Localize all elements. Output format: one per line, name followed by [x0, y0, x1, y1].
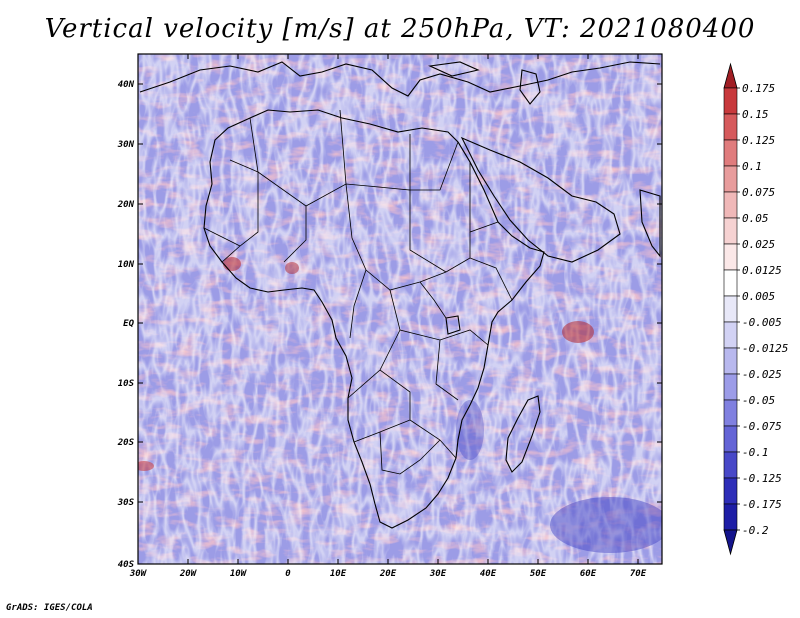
- colorbar-label: -0.005: [742, 316, 782, 329]
- colorbar-box: [723, 243, 738, 271]
- lon-label: 30W: [129, 569, 148, 579]
- lon-label: 40E: [480, 569, 497, 579]
- colorbar-box: [723, 347, 738, 375]
- colorbar-box: [723, 217, 738, 245]
- colorbar-box: [723, 139, 738, 167]
- colorbar-box: [723, 87, 738, 115]
- colorbar-label: -0.1: [742, 446, 769, 459]
- colorbar-box: [723, 269, 738, 297]
- lat-label: 20S: [117, 438, 135, 448]
- colorbar-label: 0.025: [742, 238, 775, 251]
- colorbar-label: -0.125: [742, 472, 782, 485]
- lon-label: 30E: [429, 569, 447, 579]
- lon-label: 0: [285, 569, 291, 579]
- grads-credit: GrADS: IGES/COLA: [6, 603, 93, 613]
- colorbar-box: [723, 321, 738, 349]
- colorbar-top-arrow: [723, 62, 738, 89]
- lon-label: 50E: [530, 569, 547, 579]
- colorbar-box: [723, 295, 738, 323]
- colorbar-label: 0.005: [742, 290, 775, 303]
- lat-label: 10S: [118, 379, 135, 389]
- colorbar: 0.175 0.15 0.125 0.1 0.075 0.05 0.025 0.0125 0.0…: [723, 62, 788, 556]
- colorbar-box: [723, 425, 738, 453]
- colorbar-label: -0.05: [742, 394, 775, 407]
- colorbar-label: 0.0125: [742, 264, 782, 277]
- latitude-axis: 40N 30N 20N 10N EQ 10S 20S 30S 40S: [117, 80, 662, 570]
- colorbar-label: -0.2: [742, 524, 769, 537]
- lat-label: 40N: [118, 80, 135, 90]
- lon-label: 70E: [630, 569, 647, 579]
- colorbar-label: 0.15: [742, 108, 769, 121]
- colorbar-label: 0.05: [742, 212, 769, 225]
- lat-label: 20N: [117, 200, 135, 210]
- plot-title: Vertical velocity [m/s] at 250hPa, VT: 2…: [44, 14, 756, 44]
- map-frame: [137, 53, 663, 565]
- colorbar-box: [723, 165, 738, 193]
- country-borders: [203, 109, 513, 475]
- colorbar-label: -0.0125: [742, 342, 788, 355]
- colorbar-label: -0.025: [742, 368, 782, 381]
- lon-label: 10W: [230, 569, 248, 579]
- colorbar-box: [723, 477, 738, 505]
- lon-label: 60E: [580, 569, 597, 579]
- lat-label: 30N: [117, 140, 135, 150]
- colorbar-box: [723, 373, 738, 401]
- colorbar-box: [723, 503, 738, 531]
- lon-label: 10E: [330, 569, 347, 579]
- longitude-axis: 30W 20W 10W 0 10E 20E 30E 40E 50E 60E 70E: [129, 54, 647, 579]
- colorbar-box: [723, 399, 738, 427]
- colorbar-box: [723, 191, 738, 219]
- lat-label: 10N: [118, 260, 135, 270]
- lon-label: 20E: [379, 569, 397, 579]
- lat-label: EQ: [123, 319, 134, 329]
- lat-label: 40S: [118, 560, 135, 570]
- coastlines: [139, 61, 661, 529]
- lon-label: 20W: [179, 569, 198, 579]
- colorbar-label: -0.175: [742, 498, 782, 511]
- vertical-velocity-field: [138, 54, 662, 564]
- colorbar-label: 0.075: [742, 186, 775, 199]
- colorbar-label: -0.075: [742, 420, 782, 433]
- colorbar-bottom-arrow: [723, 529, 738, 556]
- lat-label: 30S: [117, 498, 135, 508]
- colorbar-label: 0.175: [742, 82, 775, 95]
- colorbar-label: 0.1: [742, 160, 762, 173]
- colorbar-label: 0.125: [742, 134, 775, 147]
- colorbar-box: [723, 113, 738, 141]
- colorbar-box: [723, 451, 738, 479]
